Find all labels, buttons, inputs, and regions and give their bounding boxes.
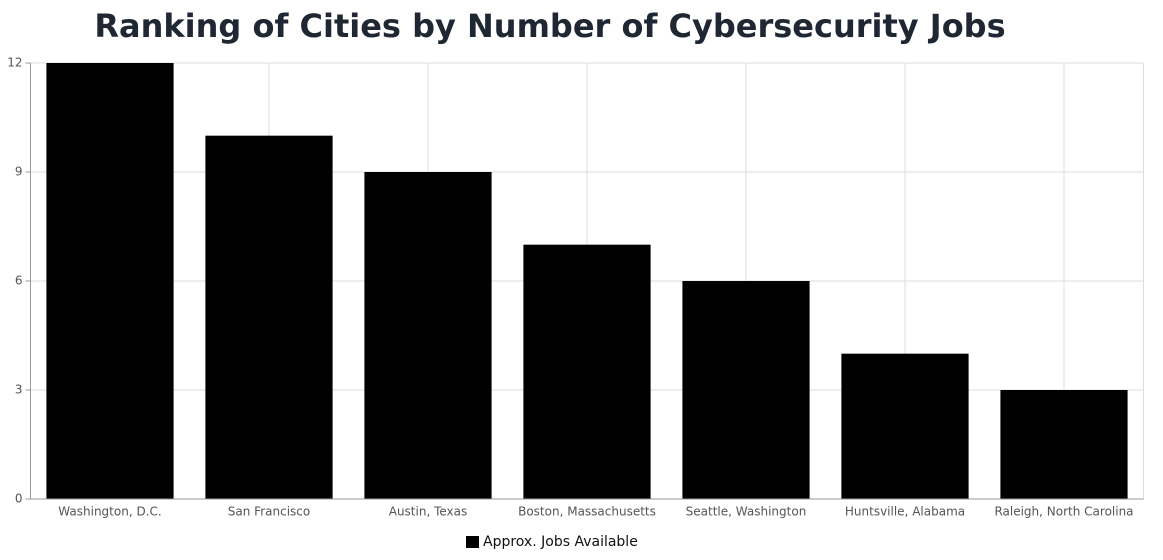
x-tick-label: Washington, D.C. <box>58 505 161 519</box>
bar <box>523 244 651 499</box>
x-tick-label: Seattle, Washington <box>686 505 807 519</box>
y-tick-label: 0 <box>15 492 23 506</box>
bar <box>841 353 969 499</box>
x-tick-label: Huntsville, Alabama <box>845 505 965 519</box>
x-tick-label: San Francisco <box>228 505 310 519</box>
y-tick-label: 9 <box>15 165 23 179</box>
legend-swatch <box>466 536 479 548</box>
legend-label: Approx. Jobs Available <box>483 534 638 550</box>
bar <box>682 281 810 499</box>
y-tick-label: 3 <box>15 383 23 397</box>
x-tick-label: Raleigh, North Carolina <box>994 505 1133 519</box>
x-tick-label: Boston, Massachusetts <box>518 505 656 519</box>
bar <box>1000 390 1128 499</box>
bar <box>205 135 333 499</box>
chart-title: Ranking of Cities by Number of Cybersecu… <box>94 7 1005 45</box>
x-tick-label: Austin, Texas <box>389 505 468 519</box>
bar <box>46 63 174 499</box>
bar <box>364 172 492 499</box>
y-tick-label: 12 <box>7 56 22 70</box>
y-tick-label: 6 <box>15 274 23 288</box>
